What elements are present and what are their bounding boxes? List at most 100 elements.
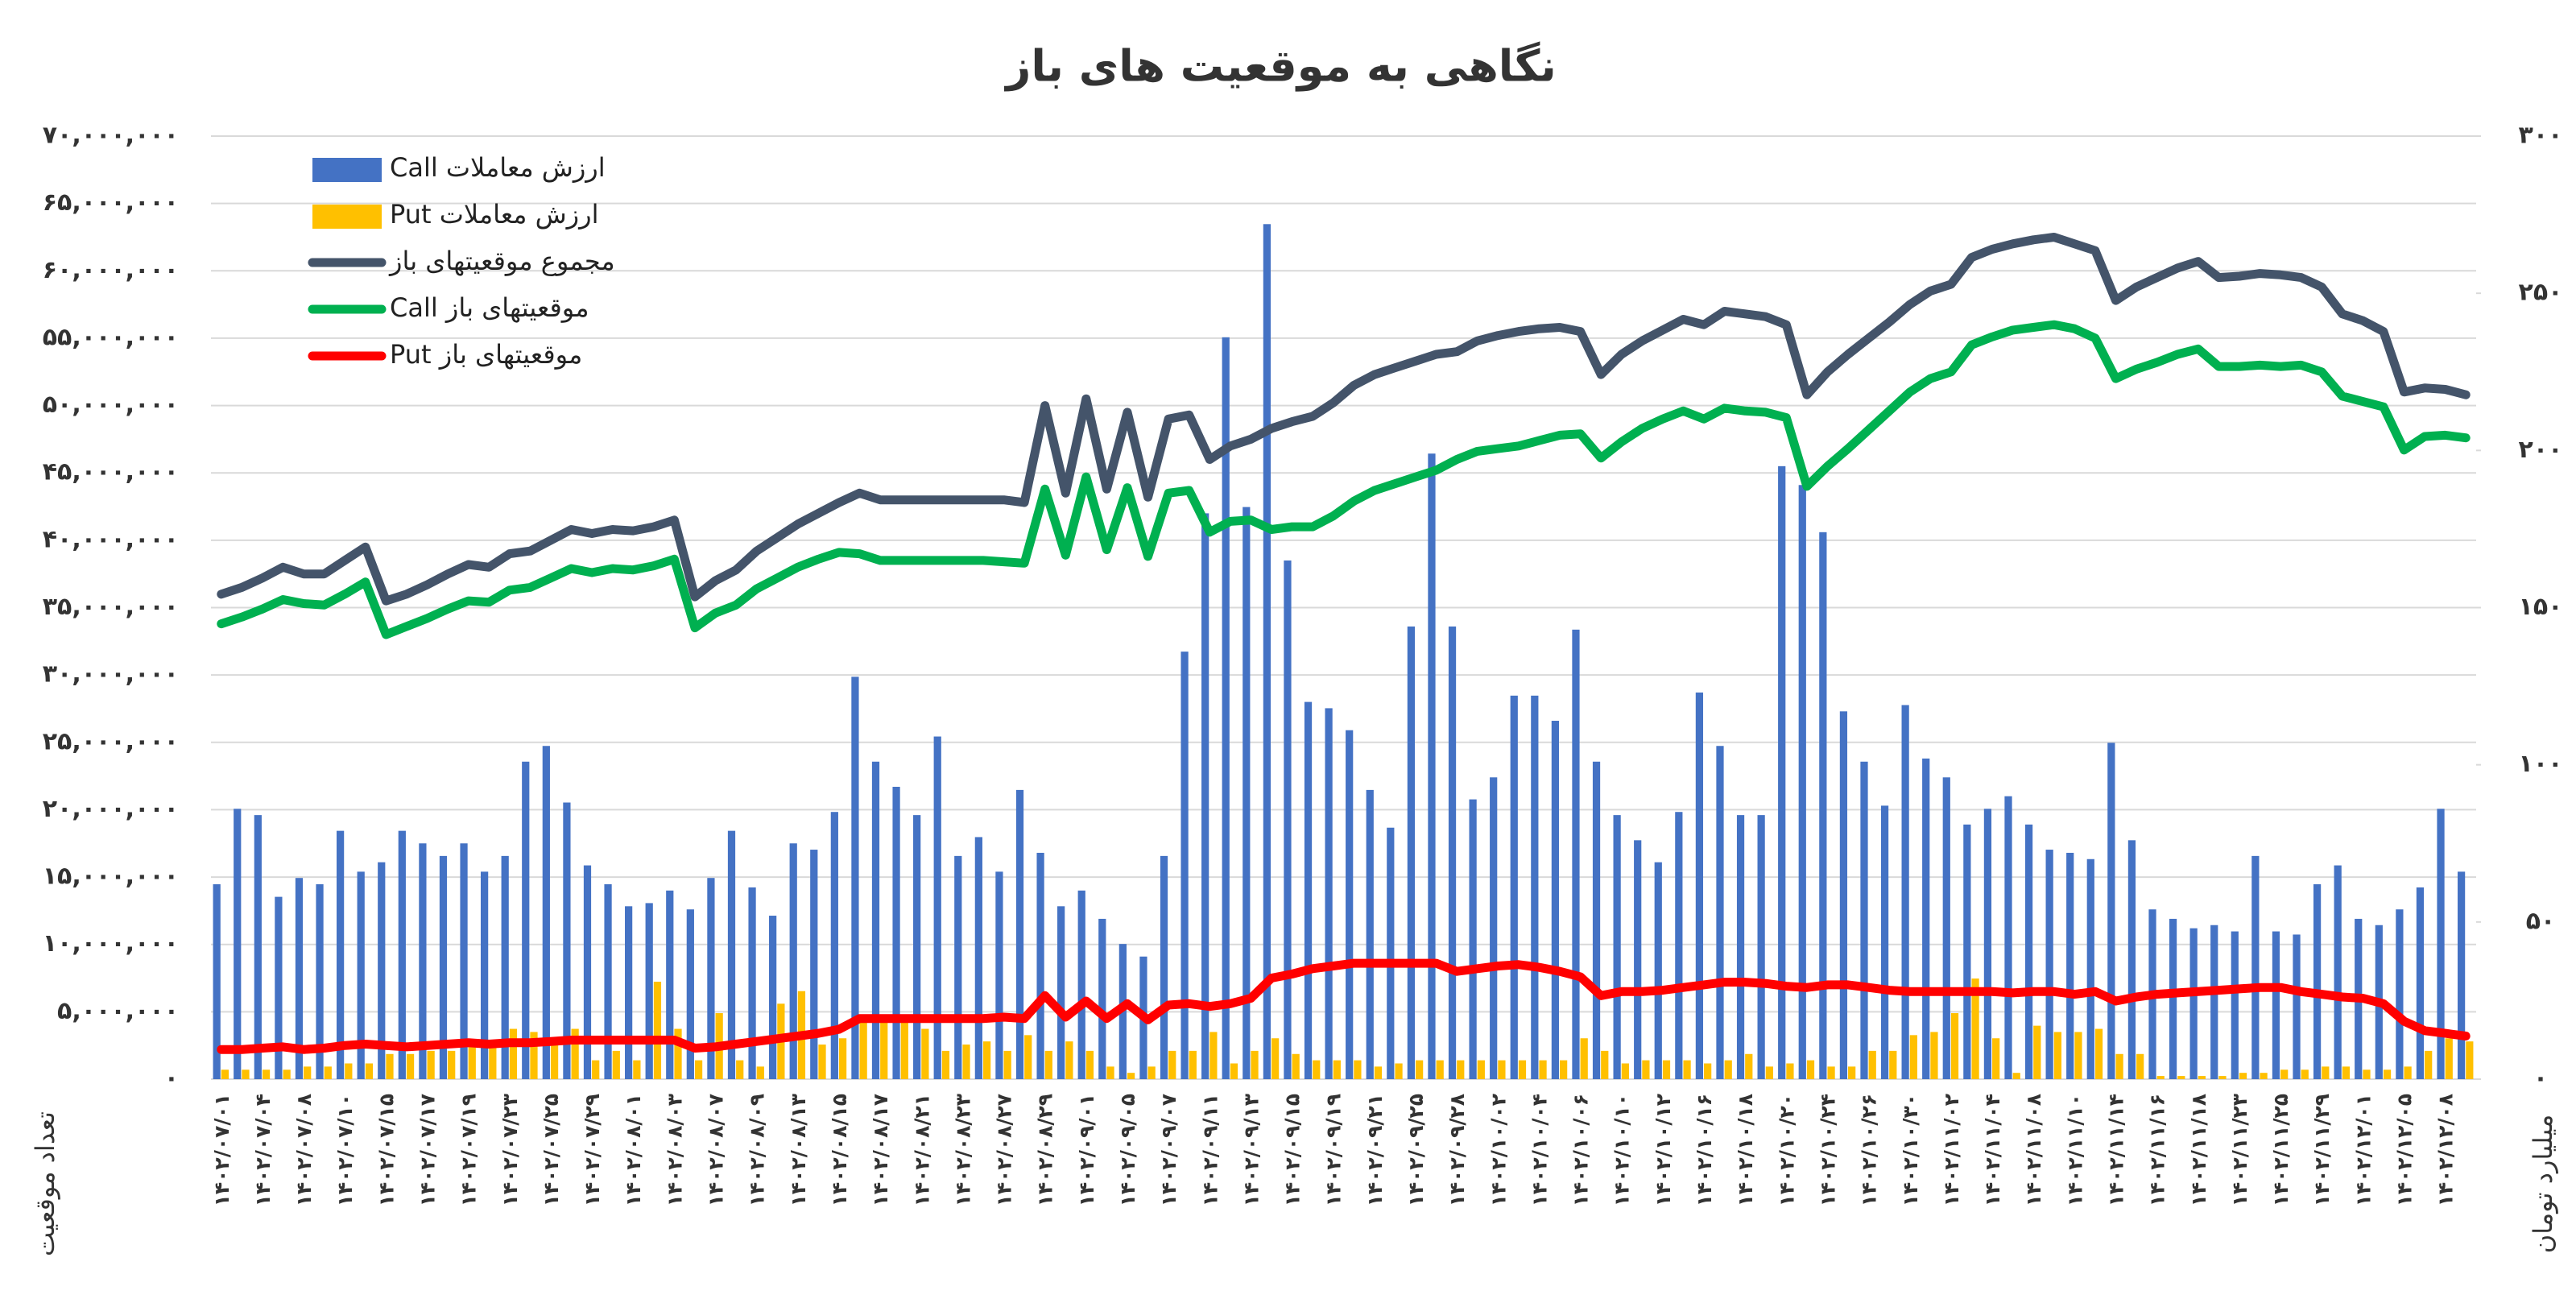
y-tick-label: ۵۰,۰۰۰,۰۰۰ <box>43 391 179 419</box>
y-tick-label: ۴۵,۰۰۰,۰۰۰ <box>43 458 179 486</box>
bar <box>818 1045 826 1079</box>
bar <box>612 1050 620 1079</box>
bar <box>439 855 448 1079</box>
bar <box>851 676 859 1079</box>
bar <box>1201 513 1209 1079</box>
bar <box>962 1045 970 1079</box>
bar <box>1757 815 1765 1079</box>
y-tick-label: ۵,۰۰۰,۰۰۰ <box>57 997 179 1025</box>
bar <box>1036 852 1044 1079</box>
y2-tick-label: ۵۰ <box>2526 907 2556 935</box>
y-tick-label: ۵۵,۰۰۰,۰۰۰ <box>43 323 179 351</box>
bar <box>481 871 489 1079</box>
bar <box>1518 1060 1527 1079</box>
bar <box>2177 1076 2185 1079</box>
bar <box>2437 809 2445 1079</box>
bar <box>509 1028 518 1079</box>
x-tick-label: ۱۴۰۲/۱۱/۱۴ <box>2104 1094 2127 1206</box>
x-tick-label: ۱۴۰۲/۱۱/۱۰ <box>2063 1094 2086 1206</box>
bar <box>1395 1063 1403 1079</box>
x-tick-label: ۱۴۰۲/۱۱/۰۸ <box>2022 1094 2045 1206</box>
bar <box>625 906 633 1079</box>
bar <box>982 1041 991 1079</box>
bar <box>316 883 324 1079</box>
x-tick-label: ۱۴۰۲/۱۱/۲۹ <box>2310 1094 2334 1206</box>
bar <box>242 1069 250 1079</box>
bar <box>2066 852 2074 1079</box>
bar <box>2004 796 2012 1079</box>
bar <box>1572 629 1580 1079</box>
x-tick-label: ۱۴۰۲/۰۹/۱۹ <box>1322 1094 1346 1206</box>
x-tick-label: ۱۴۰۲/۰۹/۱۱ <box>1198 1094 1222 1206</box>
bar <box>1868 1050 1876 1079</box>
bar <box>756 1066 764 1079</box>
bar <box>653 981 662 1079</box>
bar <box>1209 1032 1218 1079</box>
bar <box>1736 815 1745 1079</box>
bar <box>262 1069 271 1079</box>
x-tick-label: ۱۴۰۲/۱۲/۰۸ <box>2434 1094 2458 1206</box>
bar <box>604 883 612 1079</box>
bar <box>1551 721 1560 1079</box>
bar <box>1848 1066 1856 1079</box>
bar <box>838 1038 847 1079</box>
bar <box>1704 1063 1712 1079</box>
bar <box>1271 1038 1280 1079</box>
bar <box>1880 805 1889 1079</box>
bar <box>880 1019 888 1079</box>
bar <box>221 1069 229 1079</box>
bar <box>1292 1053 1300 1079</box>
y-axis-title: تعداد موقعیت <box>30 1111 60 1256</box>
x-tick-label: ۱۴۰۲/۰۸/۲۳ <box>951 1094 974 1206</box>
y2-tick-label: ۳۰۰ <box>2519 122 2563 150</box>
bar <box>748 887 756 1079</box>
bar <box>1374 1066 1383 1079</box>
bar <box>419 843 427 1079</box>
x-tick-label: ۱۴۰۲/۱۱/۰۴ <box>1981 1094 2004 1206</box>
bar <box>2107 743 2115 1079</box>
bar <box>2404 1066 2412 1079</box>
x-tick-label: ۱۴۰۲/۰۷/۱۰ <box>333 1094 357 1206</box>
x-tick-label: ۱۴۰۲/۱۰/۰۲ <box>1486 1094 1510 1206</box>
bar <box>460 843 468 1079</box>
bar <box>2313 883 2322 1079</box>
bar <box>1901 705 1909 1079</box>
x-tick-label: ۱۴۰۲/۰۸/۲۹ <box>1034 1094 1057 1206</box>
bar <box>213 883 221 1079</box>
bar <box>2156 1076 2165 1079</box>
bar <box>1963 824 1971 1079</box>
bar <box>1147 1066 1156 1079</box>
x-tick-label: ۱۴۰۲/۱۰/۳۰ <box>1899 1094 1922 1206</box>
bar <box>2334 865 2342 1079</box>
bar <box>941 1050 950 1079</box>
bar <box>1490 777 1498 1079</box>
bar <box>1860 761 1868 1079</box>
bar <box>2210 925 2218 1079</box>
bars <box>213 224 2474 1079</box>
bar <box>1662 1060 1671 1079</box>
x-tick-label: ۱۴۰۲/۰۹/۲۱ <box>1363 1094 1387 1206</box>
y-tick-label: ۲۰,۰۰۰,۰۰۰ <box>43 795 179 823</box>
bar <box>304 1066 312 1079</box>
x-tick-label: ۱۴۰۲/۰۷/۱۵ <box>374 1094 398 1206</box>
bar <box>1621 1063 1629 1079</box>
bar <box>1675 812 1683 1079</box>
lines <box>217 233 2471 1054</box>
bar <box>1827 1066 1835 1079</box>
bar <box>2074 1032 2082 1079</box>
bar <box>234 809 242 1079</box>
x-tick-label: ۱۴۰۲/۰۹/۰۵ <box>1116 1094 1139 1206</box>
bar <box>1889 1050 1897 1079</box>
bar <box>283 1069 291 1079</box>
bar <box>2239 1073 2247 1079</box>
bar <box>1930 1032 1938 1079</box>
bar <box>1346 730 1354 1079</box>
x-tick-label: ۱۴۰۲/۰۸/۰۹ <box>746 1094 769 1206</box>
bar <box>2231 931 2239 1079</box>
x-tick-label: ۱۴۰۲/۰۹/۱۵ <box>1281 1094 1305 1206</box>
chart-title: نگاهی به موقعیت های باز <box>1003 41 1556 92</box>
bar <box>1778 465 1786 1079</box>
bar <box>2094 1028 2103 1079</box>
bar <box>1642 1060 1650 1079</box>
bar <box>1189 1050 1197 1079</box>
